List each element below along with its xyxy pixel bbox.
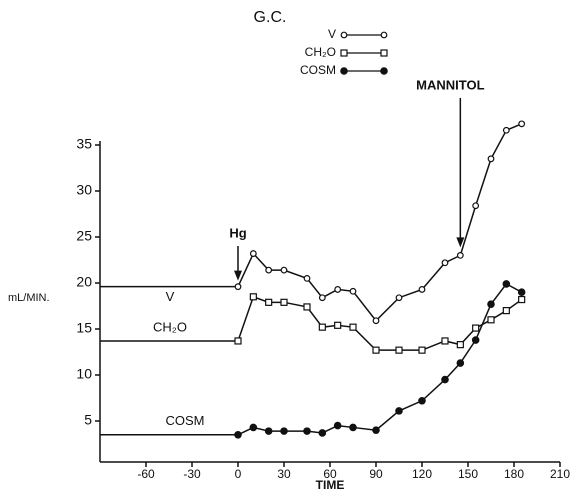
annotation: MANNITOL	[416, 77, 484, 92]
data-point	[472, 324, 480, 332]
data-point	[318, 323, 326, 331]
data-point	[318, 429, 327, 437]
x-tick-label: 150	[458, 467, 478, 481]
y-tick-label: 25	[76, 228, 92, 244]
data-point	[265, 298, 273, 306]
data-point	[502, 126, 510, 134]
data-point	[418, 396, 426, 405]
data-point	[502, 307, 510, 315]
y-tick-label: 15	[76, 320, 92, 336]
legend-marker	[380, 49, 388, 57]
arrow-head	[234, 270, 242, 281]
data-point	[249, 423, 258, 432]
x-tick-label: -30	[183, 467, 201, 481]
data-point	[303, 427, 311, 435]
arrow-head	[456, 237, 465, 248]
legend-marker	[340, 49, 348, 57]
data-point	[418, 346, 426, 354]
data-point	[264, 427, 273, 435]
data-point	[472, 202, 480, 210]
data-point	[372, 426, 380, 435]
legend-marker	[340, 31, 348, 39]
data-point	[395, 346, 403, 354]
chart-title: G.C.	[254, 9, 287, 26]
x-tick-label: -60	[137, 467, 155, 481]
data-point	[280, 266, 288, 274]
data-point	[487, 316, 495, 324]
data-point	[333, 421, 342, 430]
data-point	[234, 337, 242, 345]
data-point	[249, 293, 257, 301]
data-point	[372, 346, 380, 354]
legend-label: V	[328, 27, 336, 41]
data-point	[441, 259, 449, 267]
data-point	[318, 294, 326, 302]
data-point	[280, 427, 288, 435]
legend-label: CH₂O	[305, 45, 336, 59]
y-axis-label: mL/MIN.	[8, 292, 50, 304]
data-point	[456, 251, 464, 259]
data-point	[395, 407, 403, 415]
data-point	[249, 250, 257, 257]
data-point	[441, 375, 449, 384]
series-label: COSM	[166, 413, 205, 428]
series-line	[237, 123, 522, 322]
data-point	[502, 280, 511, 288]
y-tick-label: 5	[84, 412, 92, 428]
data-point	[487, 300, 495, 308]
data-point	[518, 295, 526, 304]
data-point	[441, 337, 449, 345]
data-point	[349, 323, 357, 331]
series-line	[237, 282, 523, 436]
x-tick-label: 60	[323, 467, 337, 481]
data-point	[456, 341, 464, 349]
y-tick-label: 20	[76, 274, 92, 290]
x-axis-label: TIME	[316, 478, 345, 492]
data-point	[234, 283, 242, 291]
legend-marker	[340, 67, 348, 75]
data-point	[487, 155, 495, 163]
series-label: V	[166, 289, 175, 304]
legend-marker	[380, 67, 388, 75]
data-point	[349, 287, 357, 295]
data-point	[334, 286, 342, 293]
annotation: Hg	[229, 225, 246, 240]
x-tick-label: 120	[412, 467, 432, 481]
legend-label: COSM	[300, 63, 336, 77]
y-tick-label: 30	[76, 182, 92, 198]
data-point	[234, 430, 242, 439]
x-tick-label: 210	[550, 467, 570, 481]
data-point	[349, 423, 357, 432]
x-tick-label: 90	[369, 467, 383, 481]
x-tick-label: 0	[235, 467, 242, 481]
series-label: CH₂O	[153, 319, 187, 334]
data-point	[418, 286, 426, 293]
data-point	[395, 294, 403, 302]
data-point	[471, 336, 480, 344]
legend-marker	[380, 31, 388, 39]
x-tick-label: 30	[277, 467, 291, 481]
data-point	[517, 288, 526, 297]
y-tick-label: 35	[76, 136, 92, 152]
data-point	[265, 266, 273, 274]
data-point	[518, 120, 526, 128]
y-tick-label: 10	[76, 366, 92, 382]
data-point	[303, 303, 311, 311]
x-tick-label: 180	[504, 467, 524, 481]
data-point	[303, 275, 311, 282]
data-point	[456, 359, 465, 367]
data-point	[334, 321, 342, 329]
data-point	[372, 317, 380, 325]
data-point	[280, 298, 288, 306]
